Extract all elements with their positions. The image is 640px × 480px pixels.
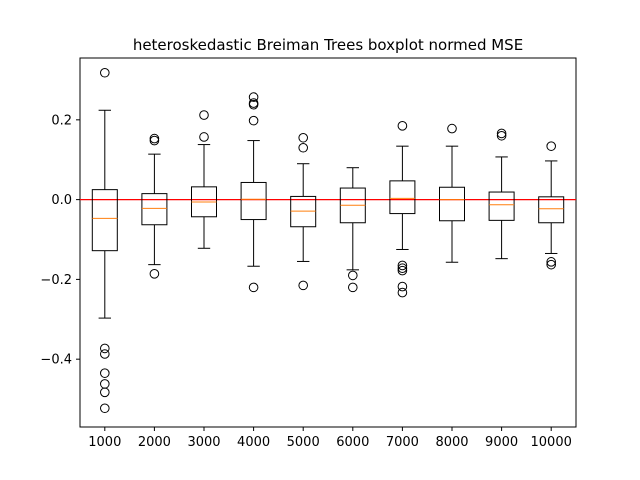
outlier-point <box>100 343 110 354</box>
box-iqr <box>240 181 267 221</box>
box-iqr <box>538 196 565 224</box>
chart-title: heteroskedastic Breiman Trees boxplot no… <box>133 36 523 54</box>
outlier-point <box>248 282 259 293</box>
box-iqr <box>389 180 416 215</box>
box-group: 10000 <box>531 141 572 450</box>
x-tick-label: 7000 <box>386 435 419 450</box>
outlier-point <box>298 132 309 143</box>
outlier-point <box>100 403 110 414</box>
outlier-point <box>100 368 110 378</box>
outlier-point <box>496 130 507 141</box>
outlier-point <box>149 269 160 279</box>
x-tick-label: 2000 <box>138 435 171 450</box>
outlier-point <box>397 287 408 298</box>
box-group: 9000 <box>485 128 518 450</box>
box-group: 2000 <box>138 133 171 450</box>
outlier-point <box>199 110 209 120</box>
y-tick-label: 0.0 <box>51 193 72 208</box>
outlier-point <box>397 121 408 131</box>
outlier-point <box>149 133 160 144</box>
outlier-point <box>248 92 259 102</box>
x-tick-label: 6000 <box>336 435 369 450</box>
outlier-point <box>348 282 358 293</box>
outlier-point <box>546 257 557 267</box>
outlier-point <box>100 349 110 359</box>
x-tick-label: 3000 <box>187 435 220 450</box>
box-group: 3000 <box>187 110 221 450</box>
y-tick-label: −0.2 <box>40 273 72 288</box>
outlier-point <box>397 260 408 271</box>
outlier-point <box>298 142 309 153</box>
outlier-point <box>397 281 408 292</box>
outlier-point <box>546 141 557 151</box>
box-group: 7000 <box>386 121 419 450</box>
box-group: 1000 <box>88 67 121 450</box>
box-iqr <box>488 191 515 221</box>
outlier-point <box>496 128 507 139</box>
outlier-point <box>100 67 110 78</box>
x-tick-label: 5000 <box>287 435 320 450</box>
outlier-point <box>397 263 408 274</box>
outlier-point <box>447 123 457 134</box>
outlier-point <box>248 99 259 110</box>
outlier-point <box>248 115 259 126</box>
outlier-point <box>298 280 309 291</box>
x-tick-label: 9000 <box>485 435 518 450</box>
outlier-point <box>397 265 408 276</box>
box-iqr <box>91 189 118 252</box>
x-tick-label: 4000 <box>237 435 270 450</box>
outlier-point <box>199 132 209 142</box>
axes-frame <box>79 57 577 428</box>
outlier-point <box>100 379 110 389</box>
outlier-point <box>100 387 110 398</box>
outlier-point <box>348 270 358 281</box>
y-tick-label: −0.4 <box>40 353 72 368</box>
y-tick-label: 0.2 <box>51 113 72 128</box>
plot-area: −0.4 −0.2 0.0 0.2 1000 2000 3000 4000 5000 6000 70… <box>40 57 577 450</box>
box-group: 6000 <box>336 167 369 450</box>
outlier-point <box>149 135 160 146</box>
box-iqr <box>439 186 465 222</box>
x-tick-label: 10000 <box>531 435 572 450</box>
box-group: 5000 <box>287 132 320 450</box>
outlier-point <box>546 259 557 270</box>
x-tick-label: 8000 <box>435 435 468 450</box>
x-tick-label: 1000 <box>88 435 121 450</box>
box-group: 8000 <box>435 123 469 450</box>
box-group: 4000 <box>237 92 270 450</box>
box-iqr <box>141 193 168 226</box>
